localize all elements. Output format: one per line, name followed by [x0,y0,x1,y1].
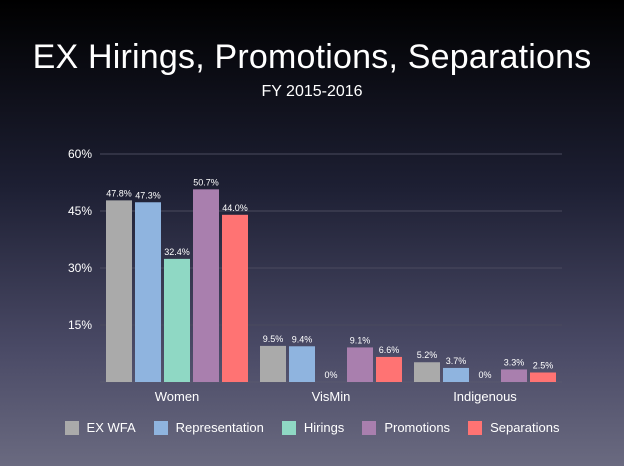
y-tick-label: 15% [68,318,92,332]
data-label: 5.2% [417,350,438,360]
legend-item: EX WFA [64,420,136,435]
legend-swatch [468,420,483,435]
y-tick-label: 30% [68,261,92,275]
legend-item: Separations [468,420,559,435]
bar [135,202,161,382]
data-label: 9.4% [292,334,313,344]
bar [193,189,219,382]
category-label: VisMin [312,389,351,404]
data-label: 47.3% [135,190,161,200]
data-label: 3.7% [446,356,467,366]
data-label: 50.7% [193,177,219,187]
legend-label: Promotions [384,420,451,435]
legend-swatch [362,420,377,435]
bar [530,372,556,382]
legend-label: Representation [175,420,264,435]
legend-item: Hirings [281,420,345,435]
bar [222,214,248,382]
bar [164,258,190,382]
bar [260,345,286,382]
data-label: 9.1% [350,335,371,345]
bar [347,347,373,382]
category-label: Women [155,389,200,404]
chart-legend: EX WFA Representation Hirings Promotions Sep… [0,420,624,435]
data-label: 32.4% [164,247,190,257]
data-label: 3.3% [504,357,525,367]
data-label: 47.8% [106,188,132,198]
legend-label: Hirings [303,420,345,435]
category-label: Indigenous [453,389,517,404]
legend-label: EX WFA [86,420,136,435]
legend-swatch [64,420,79,435]
data-label: 0% [478,370,491,380]
bar [106,200,132,382]
data-label: 44.0% [222,203,248,213]
legend-item: Promotions [362,420,450,435]
legend-swatch [281,420,296,435]
data-label: 0% [324,370,337,380]
legend-swatch [153,420,168,435]
legend-label: Separations [490,420,560,435]
chart-subtitle: FY 2015-2016 [261,83,363,100]
bar [501,369,527,382]
bar [376,356,402,382]
bar [289,346,315,382]
data-label: 2.5% [533,361,554,371]
data-label: 6.6% [379,345,400,355]
y-tick-label: 45% [68,204,92,218]
bar [443,367,469,382]
bar [414,362,440,382]
data-label: 9.5% [263,334,284,344]
y-tick-label: 60% [68,147,92,161]
legend-item: Representation [153,420,264,435]
chart-title: EX Hirings, Promotions, Separations [32,38,592,76]
